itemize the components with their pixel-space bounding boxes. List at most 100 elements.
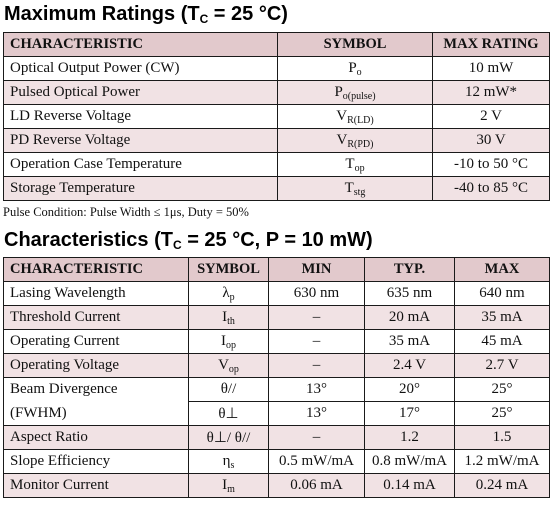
symbol-main: η: [222, 452, 231, 469]
header-min: MIN: [268, 257, 365, 282]
min-cell: –: [268, 425, 365, 450]
symbol-cell: Vop: [188, 353, 269, 378]
header-typ: TYP.: [364, 257, 455, 282]
table-row: Threshold Current Ith –20 mA 35 mA: [3, 305, 550, 330]
symbol-main: I: [222, 476, 228, 493]
max-cell: 0.24 mA: [454, 473, 550, 498]
max-cell: 45 mA: [454, 329, 550, 354]
symbol-cell: Ith: [188, 305, 269, 330]
symbol-subscript: R(LD): [347, 114, 374, 126]
characteristic-cell: Operating Voltage: [3, 353, 189, 378]
symbol-cell: VR(PD): [277, 128, 433, 153]
table-row: LD Reverse Voltage VR(LD) 2 V: [3, 104, 550, 129]
symbol-main: V: [218, 356, 229, 373]
typ-cell: 635 nm: [364, 281, 455, 306]
header-max-rating: MAX RATING: [432, 32, 550, 57]
symbol-cell: θ⊥/ θ//: [188, 425, 269, 450]
header-characteristic: CHARACTERISTIC: [3, 32, 278, 57]
max-rating-cell: -40 to 85 °C: [432, 176, 550, 201]
table-row: Monitor Current Im 0.06 mA 0.14 mA 0.24 mA: [3, 473, 550, 498]
table-row: Slope Efficiency ηs 0.5 mW/mA 0.8 mW/mA 1.2 …: [3, 449, 550, 474]
symbol-cell: Iop: [188, 329, 269, 354]
table-row: Beam Divergence θ// 13° 20° 25°: [3, 377, 550, 402]
header-symbol: SYMBOL: [188, 257, 269, 282]
min-cell: –: [268, 353, 365, 378]
max-cell: 35 mA: [454, 305, 550, 330]
typ-cell: 17°: [364, 401, 455, 426]
characteristics-title-main: Characteristics (T: [4, 229, 173, 251]
characteristic-cell: Beam Divergence: [3, 377, 189, 402]
characteristic-cell: Storage Temperature: [3, 176, 278, 201]
table-row: Operating Voltage Vop –2.4 V 2.7 V: [3, 353, 550, 378]
symbol-main: T: [344, 179, 354, 196]
symbol-main: θ⊥: [218, 405, 239, 422]
max-cell: 25°: [454, 401, 550, 426]
typ-cell: 0.8 mW/mA: [364, 449, 455, 474]
symbol-main: θ//: [220, 380, 237, 397]
characteristic-cell: Optical Output Power (CW): [3, 56, 278, 81]
symbol-cell: ηs: [188, 449, 269, 474]
max-cell: 1.5: [454, 425, 550, 450]
symbol-main: T: [345, 155, 355, 172]
symbol-cell: VR(LD): [277, 104, 433, 129]
max-ratings-title: Maximum Ratings (TC = 25 °C): [4, 2, 288, 31]
characteristic-cell: Monitor Current: [3, 473, 189, 498]
symbol-subscript: m: [227, 483, 235, 495]
symbol-subscript: stg: [353, 186, 366, 198]
symbol-cell: Top: [277, 152, 433, 177]
symbol-subscript: o: [356, 66, 362, 78]
characteristic-cell: Lasing Wavelength: [3, 281, 189, 306]
table-row: Lasing Wavelength λp 630 nm 635 nm 640 nm: [3, 281, 550, 306]
min-cell: 0.06 mA: [268, 473, 365, 498]
min-cell: –: [268, 329, 365, 354]
symbol-subscript: th: [227, 315, 235, 327]
typ-cell: 1.2: [364, 425, 455, 450]
characteristics-title-tail: = 25 °C, P = 10 mW): [181, 229, 373, 251]
characteristic-cell: Operation Case Temperature: [3, 152, 278, 177]
symbol-main: θ⊥/ θ//: [206, 429, 251, 446]
symbol-subscript: s: [230, 459, 235, 471]
max-rating-cell: -10 to 50 °C: [432, 152, 550, 177]
symbol-main: P: [348, 59, 357, 76]
symbol-cell: Po(pulse): [277, 80, 433, 105]
max-cell: 640 nm: [454, 281, 550, 306]
characteristic-cell: (FWHM): [3, 401, 189, 426]
header-characteristic: CHARACTERISTIC: [3, 257, 189, 282]
characteristic-cell: Pulsed Optical Power: [3, 80, 278, 105]
symbol-subscript: o(pulse): [342, 90, 376, 102]
table-row: Aspect Ratio θ⊥/ θ//–1.2 1.5: [3, 425, 550, 450]
symbol-cell: λp: [188, 281, 269, 306]
typ-cell: 2.4 V: [364, 353, 455, 378]
table-row: Operating Current Iop –35 mA 45 mA: [3, 329, 550, 354]
characteristics-title-sub: C: [172, 238, 182, 252]
table-row: Optical Output Power (CW) Po 10 mW: [3, 56, 550, 81]
min-cell: –: [268, 305, 365, 330]
max-ratings-title-tail: = 25 °C): [208, 3, 288, 25]
characteristic-cell: Operating Current: [3, 329, 189, 354]
max-ratings-title-main: Maximum Ratings (T: [4, 3, 200, 25]
typ-cell: 20 mA: [364, 305, 455, 330]
symbol-subscript: R(PD): [347, 138, 374, 150]
symbol-main: I: [221, 332, 226, 349]
min-cell: 630 nm: [268, 281, 365, 306]
max-cell: 1.2 mW/mA: [454, 449, 550, 474]
pulse-condition-note: Pulse Condition: Pulse Width ≤ 1μs, Duty…: [3, 205, 249, 219]
max-rating-cell: 2 V: [432, 104, 550, 129]
characteristic-cell: Threshold Current: [3, 305, 189, 330]
table-row: Pulsed Optical Power Po(pulse) 12 mW*: [3, 80, 550, 105]
typ-cell: 0.14 mA: [364, 473, 455, 498]
symbol-subscript: op: [228, 363, 239, 375]
characteristic-cell: Aspect Ratio: [3, 425, 189, 450]
typ-cell: 35 mA: [364, 329, 455, 354]
min-cell: 13°: [268, 377, 365, 402]
symbol-subscript: op: [226, 339, 236, 351]
table-row: Storage Temperature Tstg -40 to 85 °C: [3, 176, 550, 201]
max-rating-cell: 12 mW*: [432, 80, 550, 105]
header-symbol: SYMBOL: [277, 32, 433, 57]
symbol-subscript: p: [229, 291, 235, 303]
table-row: Operation Case Temperature Top -10 to 50 °…: [3, 152, 550, 177]
header-max: MAX: [454, 257, 550, 282]
table-row: PD Reverse Voltage VR(PD) 30 V: [3, 128, 550, 153]
symbol-cell: θ⊥: [188, 401, 269, 426]
max-cell: 25°: [454, 377, 550, 402]
